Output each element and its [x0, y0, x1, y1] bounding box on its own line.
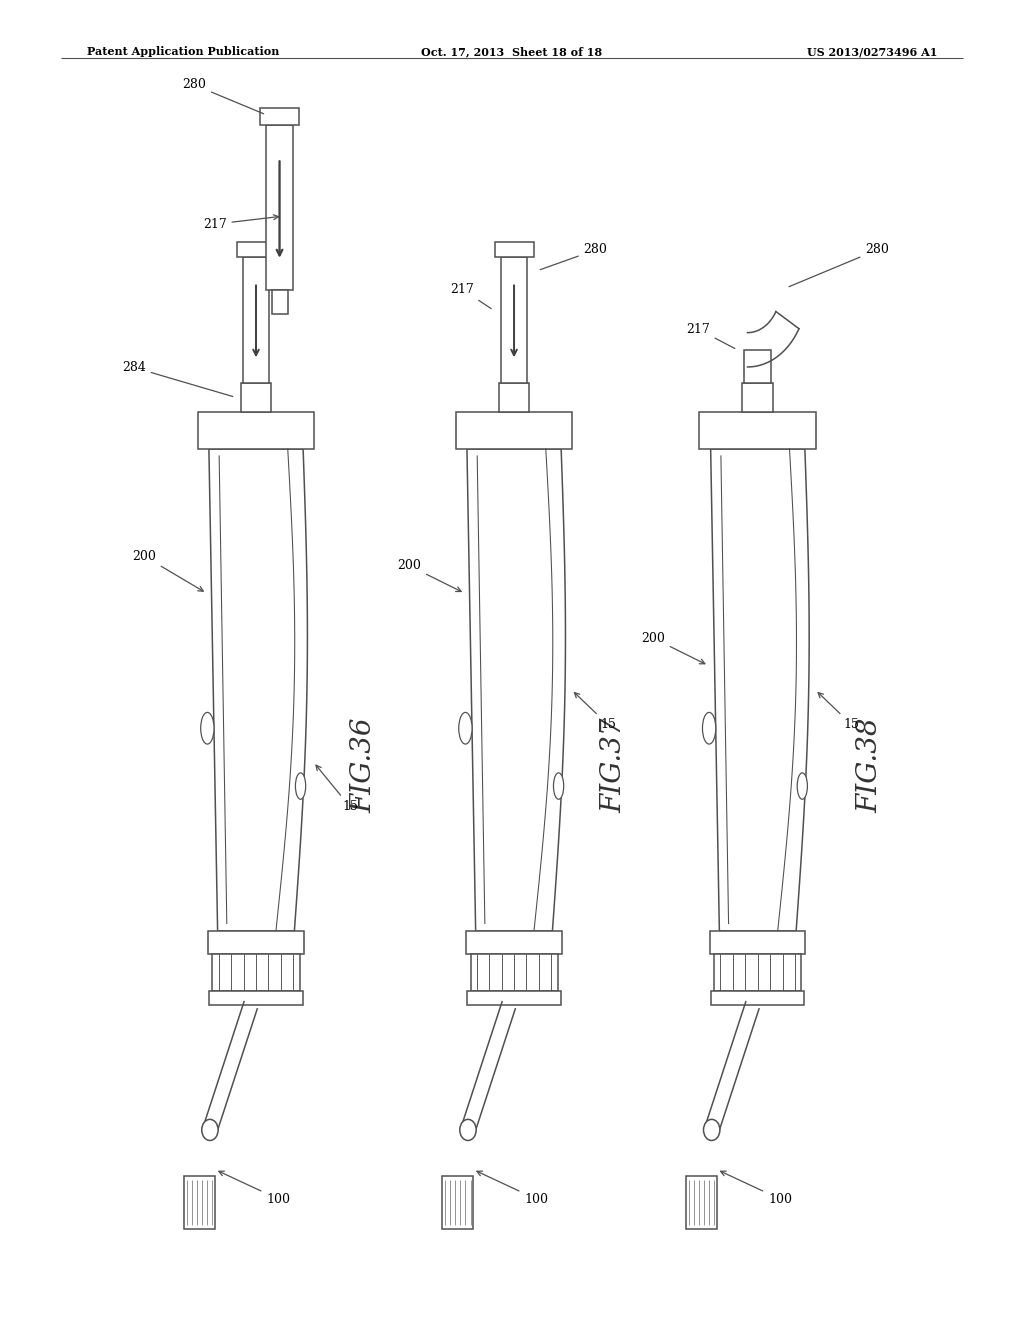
Text: 217: 217 — [203, 215, 279, 231]
Text: Oct. 17, 2013  Sheet 18 of 18: Oct. 17, 2013 Sheet 18 of 18 — [422, 46, 602, 57]
Bar — [501, 257, 527, 383]
Bar — [495, 242, 534, 257]
Bar — [744, 350, 771, 383]
Text: 100: 100 — [477, 1171, 548, 1205]
Text: 200: 200 — [641, 631, 705, 664]
Bar — [742, 383, 773, 412]
Bar — [243, 257, 269, 383]
Bar — [209, 931, 303, 954]
Text: 15: 15 — [316, 766, 358, 813]
Bar — [711, 931, 805, 954]
Bar — [213, 954, 299, 991]
Text: Patent Application Publication: Patent Application Publication — [87, 46, 280, 57]
Bar — [442, 1176, 473, 1229]
Circle shape — [703, 1119, 720, 1140]
Bar — [260, 108, 299, 125]
Text: 200: 200 — [397, 560, 461, 591]
Text: US 2013/0273496 A1: US 2013/0273496 A1 — [807, 46, 937, 57]
Bar — [471, 954, 557, 991]
Text: FIG.38: FIG.38 — [857, 718, 884, 813]
Text: 15: 15 — [574, 693, 616, 731]
Text: 15: 15 — [818, 693, 860, 731]
Polygon shape — [209, 449, 307, 931]
Text: 217: 217 — [451, 282, 492, 309]
Text: 217: 217 — [686, 322, 735, 348]
Polygon shape — [467, 449, 565, 931]
Bar — [184, 1176, 215, 1229]
Bar — [499, 383, 529, 412]
Bar — [467, 991, 561, 1005]
Ellipse shape — [702, 713, 716, 744]
Bar — [686, 1176, 717, 1229]
Text: 280: 280 — [182, 78, 263, 114]
Bar — [271, 290, 288, 314]
Ellipse shape — [459, 713, 472, 744]
Text: FIG.37: FIG.37 — [601, 718, 628, 813]
Ellipse shape — [553, 774, 563, 800]
Bar — [467, 931, 561, 954]
Circle shape — [202, 1119, 218, 1140]
Circle shape — [460, 1119, 476, 1140]
Text: 280: 280 — [541, 243, 607, 269]
Bar — [241, 383, 271, 412]
Text: 100: 100 — [721, 1171, 792, 1205]
Bar — [266, 125, 293, 290]
Bar — [210, 991, 303, 1005]
Polygon shape — [711, 449, 809, 931]
Bar — [456, 412, 572, 449]
Ellipse shape — [295, 774, 305, 800]
Text: 284: 284 — [122, 360, 232, 396]
Ellipse shape — [797, 774, 807, 800]
Text: 200: 200 — [132, 549, 203, 591]
Ellipse shape — [201, 713, 214, 744]
Bar — [237, 242, 275, 257]
Bar — [198, 412, 314, 449]
Bar — [715, 954, 801, 991]
Bar — [699, 412, 816, 449]
Text: 100: 100 — [219, 1171, 290, 1205]
Bar — [711, 991, 805, 1005]
Text: FIG.36: FIG.36 — [350, 718, 377, 813]
Text: 280: 280 — [790, 243, 889, 286]
